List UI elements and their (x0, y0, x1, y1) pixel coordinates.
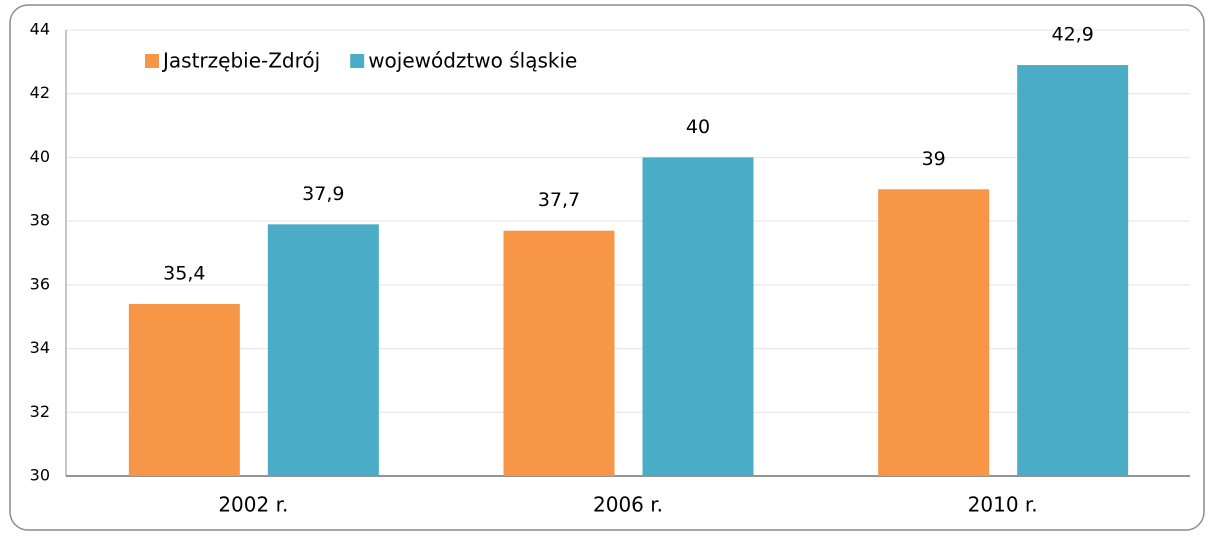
value-label: 35,4 (163, 262, 205, 284)
bar (267, 224, 379, 476)
y-tick-label: 34 (30, 338, 50, 357)
bar (1017, 65, 1129, 477)
value-label: 37,7 (538, 189, 580, 211)
value-label: 40 (686, 116, 710, 138)
y-tick-label: 30 (30, 466, 50, 485)
value-label: 37,9 (302, 183, 344, 205)
legend-label: województwo śląskie (368, 49, 577, 73)
legend-swatch (145, 54, 159, 68)
x-tick-label: 2006 r. (593, 493, 663, 517)
x-tick-label: 2002 r. (218, 493, 288, 517)
value-label: 42,9 (1052, 24, 1094, 46)
y-tick-label: 38 (30, 211, 50, 230)
bar (503, 230, 615, 476)
y-tick-label: 42 (30, 83, 50, 102)
x-tick-label: 2010 r. (968, 493, 1038, 517)
bar (878, 189, 990, 477)
y-tick-label: 40 (30, 147, 50, 166)
y-tick-label: 44 (30, 20, 50, 39)
legend-swatch (350, 54, 365, 68)
bar (128, 303, 240, 476)
bar (642, 157, 754, 476)
y-tick-label: 32 (30, 402, 50, 421)
value-label: 39 (922, 148, 946, 170)
y-tick-label: 36 (30, 274, 50, 293)
legend-label: Jastrzębie-Zdrój (161, 49, 320, 73)
